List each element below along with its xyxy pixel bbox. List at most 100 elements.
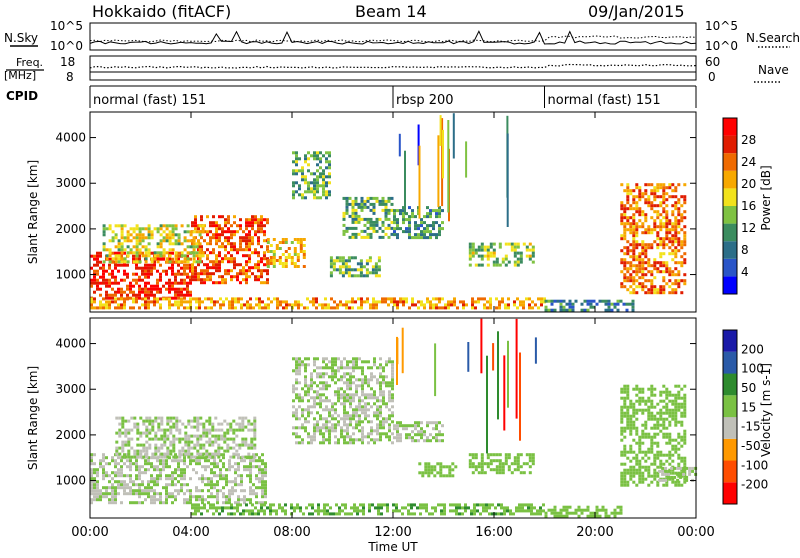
power-cell: [674, 228, 678, 232]
velocity-cell: [632, 471, 636, 475]
power-cell: [408, 233, 411, 237]
power-cell: [189, 297, 192, 301]
power-cell: [299, 241, 303, 244]
velocity-cell: [304, 366, 307, 370]
power-cell: [263, 263, 266, 267]
power-cell: [198, 251, 202, 255]
velocity-cell: [659, 411, 663, 415]
velocity-cell: [340, 393, 343, 397]
velocity-cell: [216, 498, 219, 502]
velocity-cell: [623, 405, 627, 409]
velocity-cell: [193, 443, 197, 447]
velocity-cell: [352, 357, 355, 361]
power-cell: [402, 212, 405, 216]
velocity-cell: [166, 452, 170, 456]
power-cell: [307, 184, 310, 188]
velocity-cell: [485, 503, 488, 507]
power-cell: [227, 260, 230, 264]
power-cell: [408, 221, 411, 225]
power-cell: [194, 221, 197, 225]
velocity-cell: [629, 468, 633, 472]
power-cell: [111, 236, 115, 240]
power-cell: [653, 210, 657, 214]
velocity-cell: [343, 393, 346, 397]
power-cell: [313, 157, 316, 161]
velocity-cell: [452, 503, 455, 507]
power-y-tick-label: 3000: [55, 176, 86, 190]
velocity-cell: [313, 399, 316, 403]
power-cell: [117, 245, 121, 249]
velocity-cell: [317, 503, 320, 507]
power-cell: [93, 269, 96, 273]
power-cell: [153, 293, 156, 297]
power-cell: [239, 224, 242, 228]
velocity-cell: [295, 435, 298, 439]
velocity-cell: [190, 419, 194, 423]
velocity-cell: [417, 430, 420, 434]
velocity-cell: [163, 452, 167, 456]
velocity-cell: [641, 477, 645, 481]
power-cell: [632, 282, 636, 286]
velocity-cell: [664, 469, 668, 473]
power-cell: [102, 260, 106, 264]
velocity-cell: [559, 514, 563, 518]
power-cell: [644, 267, 648, 271]
velocity-cell: [183, 459, 186, 463]
power-cell: [647, 288, 651, 292]
velocity-cell: [656, 471, 660, 475]
velocity-cell: [408, 424, 411, 428]
velocity-cell: [441, 424, 444, 428]
power-cell: [132, 300, 135, 304]
power-cell: [635, 234, 639, 238]
velocity-cell: [361, 381, 364, 385]
velocity-cell: [653, 462, 657, 466]
velocity-cell: [148, 419, 152, 423]
velocity-cell: [207, 465, 210, 469]
velocity-cell: [343, 402, 346, 406]
velocity-cell: [225, 474, 228, 478]
velocity-cell: [135, 501, 138, 505]
power-cell: [504, 306, 507, 310]
velocity-cell: [407, 512, 410, 516]
power-cell: [668, 183, 672, 187]
power-cell: [144, 284, 147, 288]
velocity-cell: [331, 375, 334, 379]
power-cell: [227, 215, 230, 219]
power-cell: [168, 248, 172, 252]
power-cell: [307, 157, 310, 161]
velocity-cell: [510, 462, 514, 466]
velocity-cell: [129, 489, 132, 493]
power-cell: [369, 202, 373, 206]
velocity-cell: [349, 441, 352, 445]
velocity-streak: [396, 337, 399, 365]
power-cell: [626, 195, 630, 199]
velocity-cell: [349, 399, 352, 403]
power-cell: [384, 211, 388, 215]
velocity-cell: [586, 514, 590, 518]
velocity-cell: [275, 509, 278, 513]
power-cell: [245, 275, 248, 279]
velocity-cell: [668, 453, 672, 457]
power-cell: [281, 253, 285, 256]
velocity-cell: [264, 462, 267, 466]
power-cell: [215, 221, 218, 225]
velocity-cell: [340, 363, 343, 367]
velocity-cell: [626, 408, 630, 412]
power-cell: [396, 300, 399, 304]
velocity-cell: [379, 432, 382, 436]
velocity-cell: [343, 438, 346, 442]
power-cell: [165, 227, 169, 231]
power-cell: [180, 303, 183, 307]
power-streak: [506, 133, 509, 227]
power-cell: [114, 266, 117, 270]
velocity-cell: [132, 483, 135, 487]
power-cell: [348, 214, 352, 218]
power-cell: [638, 270, 642, 274]
velocity-cell: [662, 405, 666, 409]
power-cell: [260, 227, 263, 231]
velocity-cell: [231, 465, 234, 469]
velocity-cell: [172, 437, 176, 441]
power-cell: [329, 262, 333, 266]
power-cell: [354, 300, 357, 304]
